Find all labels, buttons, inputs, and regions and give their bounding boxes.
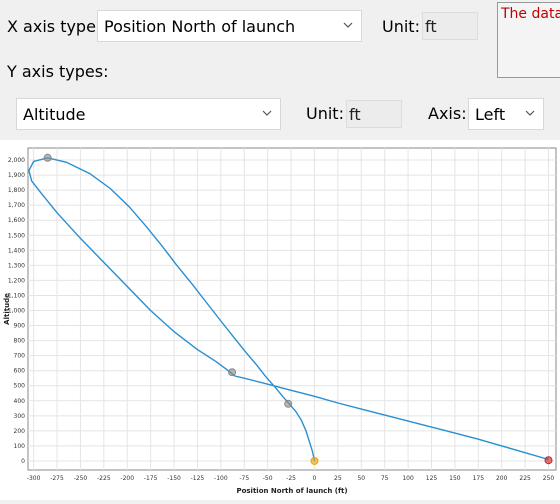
marker-event-2[interactable] bbox=[284, 399, 293, 408]
y-tick-label: 400 bbox=[14, 398, 26, 405]
x-tick-label: 25 bbox=[334, 475, 342, 482]
chevron-down-icon bbox=[262, 110, 272, 116]
x-unit-label: Unit: bbox=[382, 17, 420, 36]
x-tick-label: -200 bbox=[120, 475, 134, 482]
marker-apogee[interactable] bbox=[43, 153, 52, 162]
y-tick-label: 1,500 bbox=[8, 232, 25, 239]
y-tick-label: 500 bbox=[14, 383, 26, 390]
y-unit-label: Unit: bbox=[306, 104, 344, 123]
y-tick-label: 300 bbox=[14, 413, 26, 420]
x-tick-label: -225 bbox=[97, 475, 111, 482]
y-axis-side-value: Left bbox=[475, 104, 506, 124]
marker-landing[interactable] bbox=[544, 456, 553, 465]
x-axis-title: Position North of launch (ft) bbox=[236, 487, 347, 495]
y-tick-label: 1,400 bbox=[8, 247, 25, 254]
x-tick-label: -75 bbox=[239, 475, 249, 482]
y-tick-label: 1,700 bbox=[8, 202, 25, 209]
x-tick-label: -150 bbox=[167, 475, 181, 482]
x-tick-label: -25 bbox=[286, 475, 296, 482]
x-tick-label: 75 bbox=[381, 475, 389, 482]
chevron-down-icon bbox=[343, 22, 353, 28]
x-tick-label: 225 bbox=[519, 475, 531, 482]
y-tick-label: 700 bbox=[14, 353, 26, 360]
x-tick-label: -300 bbox=[27, 475, 41, 482]
x-axis-type-label: X axis type: bbox=[7, 17, 102, 36]
x-tick-label: 175 bbox=[473, 475, 485, 482]
y-tick-label: 1,300 bbox=[8, 262, 25, 269]
x-tick-label: -125 bbox=[191, 475, 205, 482]
x-tick-label: 125 bbox=[426, 475, 438, 482]
plot-frame bbox=[27, 147, 557, 471]
x-axis-type-value: Position North of launch bbox=[104, 16, 296, 36]
x-tick-label: 150 bbox=[449, 475, 461, 482]
y-tick-label: 1,800 bbox=[8, 187, 25, 194]
y-tick-label: 2,000 bbox=[8, 157, 25, 164]
y-axis-side-select[interactable]: Left bbox=[468, 98, 544, 130]
data-panel[interactable]: The data bbox=[497, 2, 560, 78]
marker-launch[interactable] bbox=[310, 456, 319, 465]
chevron-down-icon bbox=[525, 110, 535, 116]
y-axis-type-select[interactable]: Altitude bbox=[16, 98, 281, 130]
y-axis-types-label: Y axis types: bbox=[7, 62, 109, 81]
y-tick-label: 1,200 bbox=[8, 277, 25, 284]
x-tick-label: 100 bbox=[402, 475, 414, 482]
y-tick-label: 800 bbox=[14, 338, 26, 345]
plot-area[interactable]: -300 -275 -250 -225 -200 -175 -150 -125 -100 -75-… bbox=[0, 140, 560, 500]
y-axis-type-value: Altitude bbox=[23, 104, 86, 124]
y-tick-label: 1,900 bbox=[8, 172, 25, 179]
x-tick-label: -275 bbox=[50, 475, 64, 482]
x-tick-label: -100 bbox=[214, 475, 228, 482]
x-tick-label: 250 bbox=[543, 475, 555, 482]
y-tick-label: 1,000 bbox=[8, 308, 25, 315]
y-tick-label: 900 bbox=[14, 323, 26, 330]
y-tick-label: 0 bbox=[21, 458, 25, 465]
x-tick-label: -50 bbox=[263, 475, 273, 482]
x-tick-label: 0 bbox=[313, 475, 317, 482]
x-tick-label: 50 bbox=[357, 475, 365, 482]
y-tick-label: 100 bbox=[14, 443, 26, 450]
x-tick-label: 200 bbox=[496, 475, 508, 482]
data-panel-label: The data bbox=[501, 6, 560, 22]
y-axis-title: Altitude bbox=[3, 293, 11, 325]
y-tick-label: 600 bbox=[14, 368, 26, 375]
altitude-vs-position-chart[interactable]: -300 -275 -250 -225 -200 -175 -150 -125 -100 -75-… bbox=[0, 140, 560, 500]
x-unit-field[interactable]: ft bbox=[422, 12, 478, 40]
y-axis-side-label: Axis: bbox=[428, 104, 467, 123]
x-axis-type-select[interactable]: Position North of launch bbox=[97, 10, 362, 42]
x-tick-label: -250 bbox=[74, 475, 88, 482]
y-unit-field[interactable]: ft bbox=[346, 100, 402, 128]
y-tick-label: 1,100 bbox=[8, 292, 25, 299]
y-tick-label: 200 bbox=[14, 428, 26, 435]
x-tick-label: -175 bbox=[144, 475, 158, 482]
marker-event-1[interactable] bbox=[228, 368, 237, 377]
y-tick-label: 1,600 bbox=[8, 217, 25, 224]
series-line bbox=[28, 157, 549, 462]
